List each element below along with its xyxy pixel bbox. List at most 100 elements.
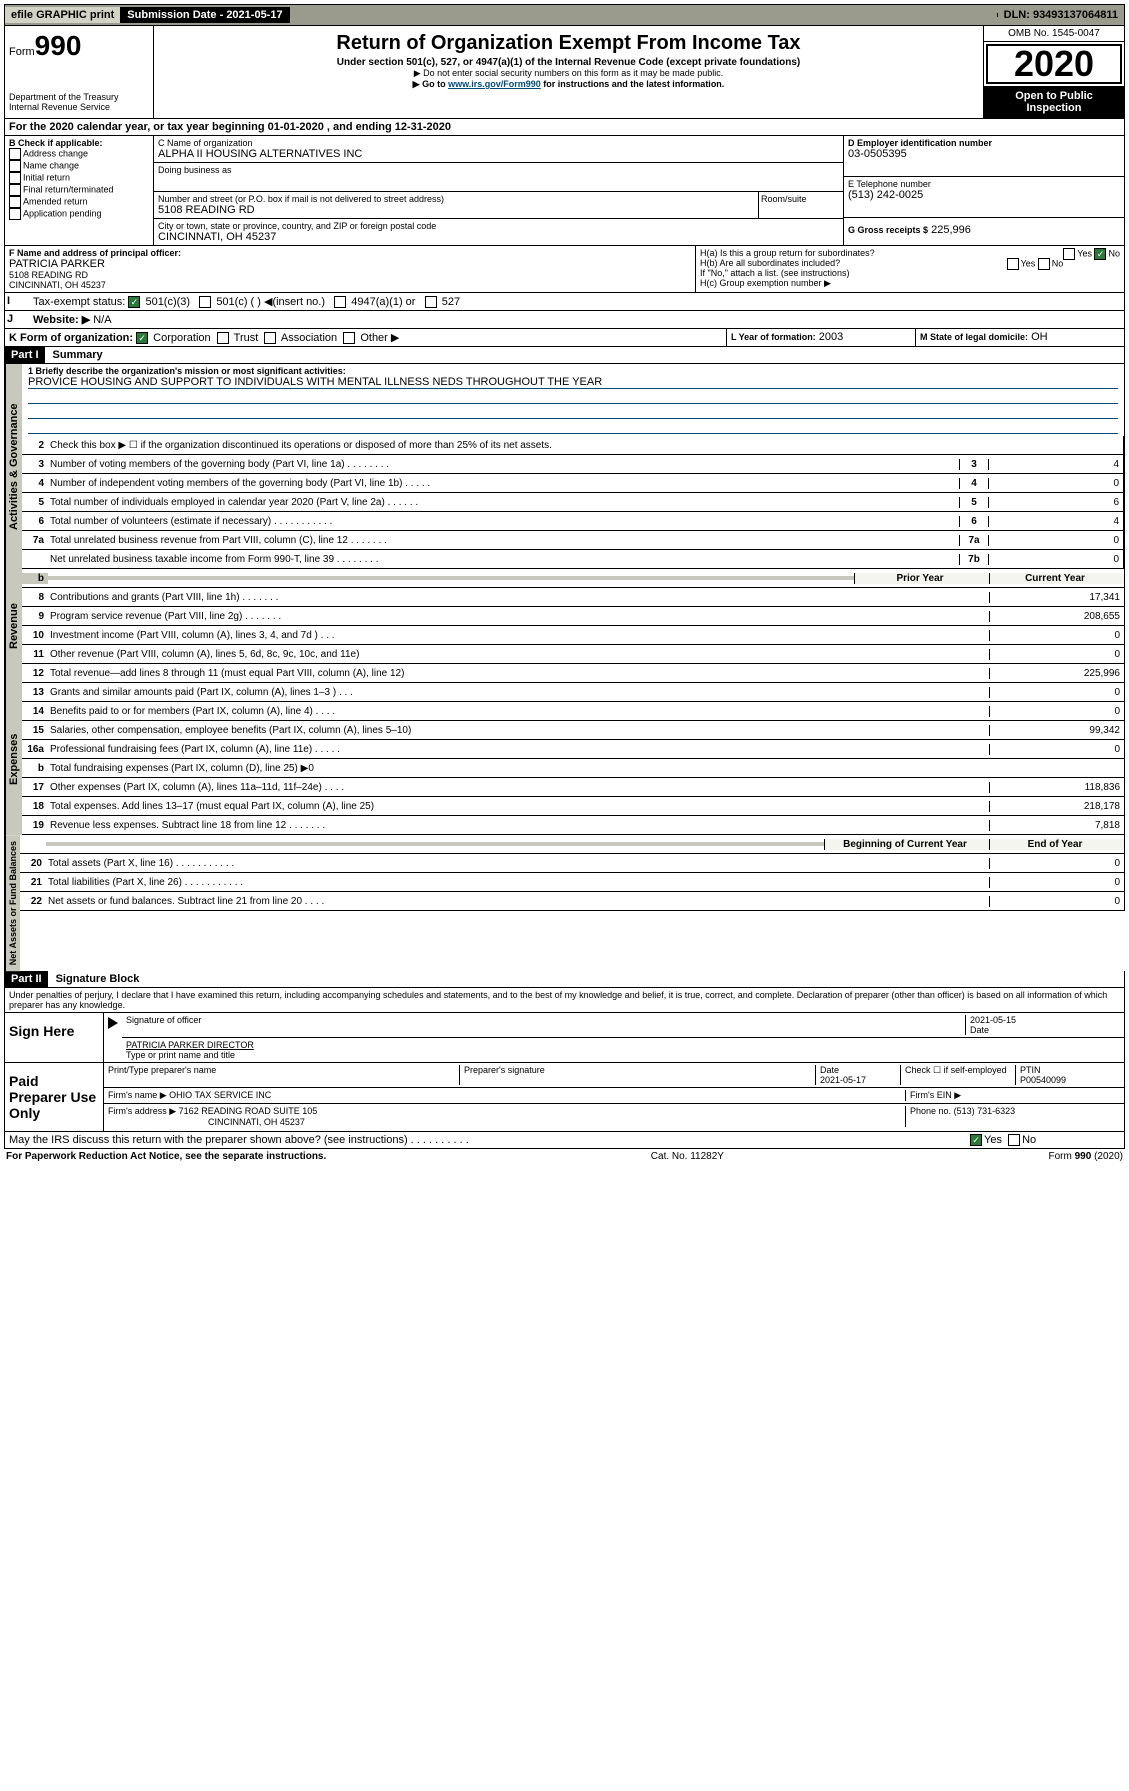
- table-row: 10Investment income (Part VIII, column (…: [22, 626, 1125, 645]
- firm-addr-label: Firm's address ▶: [108, 1106, 176, 1116]
- officer-print-name: PATRICIA PARKER DIRECTOR: [126, 1040, 1120, 1050]
- prep-name-label: Print/Type preparer's name: [108, 1065, 459, 1085]
- part2-header: Part II Signature Block: [4, 971, 1125, 988]
- org-name: ALPHA II HOUSING ALTERNATIVES INC: [158, 148, 839, 160]
- form-org-row: K Form of organization: ✓ Corporation Tr…: [4, 329, 1125, 347]
- dept-treasury: Department of the Treasury Internal Reve…: [9, 92, 149, 112]
- table-row: 17Other expenses (Part IX, column (A), l…: [22, 778, 1125, 797]
- firm-ein-label: Firm's EIN ▶: [905, 1090, 1120, 1101]
- firm-phone: (513) 731-6323: [954, 1106, 1016, 1116]
- dba-label: Doing business as: [158, 165, 839, 175]
- website-value: N/A: [93, 314, 111, 326]
- self-employed-check[interactable]: Check ☐ if self-employed: [900, 1065, 1015, 1085]
- sig-date: 2021-05-15: [970, 1015, 1120, 1025]
- line2-text: Check this box ▶ ☐ if the organization d…: [48, 438, 1123, 453]
- arrow-icon: [108, 1017, 118, 1029]
- tax-exempt-row: I Tax-exempt status: ✓ 501(c)(3) 501(c) …: [4, 293, 1125, 311]
- officer-addr2: CINCINNATI, OH 45237: [9, 280, 691, 290]
- form-subtitle: Under section 501(c), 527, or 4947(a)(1)…: [158, 57, 979, 68]
- table-row: 9Program service revenue (Part VIII, lin…: [22, 607, 1125, 626]
- addr-label: Number and street (or P.O. box if mail i…: [158, 194, 754, 204]
- prior-year-header: Prior Year: [854, 573, 989, 584]
- print-name-label: Type or print name and title: [126, 1050, 1120, 1060]
- city-label: City or town, state or province, country…: [158, 221, 839, 231]
- cat-no: Cat. No. 11282Y: [651, 1151, 724, 1162]
- form-number: Form990: [9, 30, 149, 62]
- table-row: 12Total revenue—add lines 8 through 11 (…: [22, 664, 1125, 683]
- sign-here-label: Sign Here: [5, 1013, 104, 1062]
- form-title: Return of Organization Exempt From Incom…: [158, 32, 979, 55]
- part1-header: Part I Summary: [4, 347, 1125, 364]
- hb-label: H(b) Are all subordinates included? Yes …: [700, 258, 1120, 268]
- table-row: Net unrelated business taxable income fr…: [22, 550, 1124, 569]
- paid-preparer-label: Paid Preparer Use Only: [5, 1063, 104, 1131]
- ein-label: D Employer identification number: [848, 138, 1120, 148]
- hc-label: H(c) Group exemption number ▶: [700, 278, 1120, 289]
- sig-officer-label: Signature of officer: [126, 1015, 965, 1035]
- table-row: 19Revenue less expenses. Subtract line 1…: [22, 816, 1125, 835]
- open-to-public: Open to Public Inspection: [984, 86, 1124, 118]
- officer-addr1: 5108 READING RD: [9, 270, 691, 280]
- footer: For Paperwork Reduction Act Notice, see …: [4, 1149, 1125, 1164]
- form990-link[interactable]: www.irs.gov/Form990: [448, 79, 541, 89]
- dln: DLN: 93493137064811: [998, 7, 1124, 23]
- officer-name: PATRICIA PARKER: [9, 258, 691, 270]
- table-row: 14Benefits paid to or for members (Part …: [22, 702, 1125, 721]
- top-bar: efile GRAPHIC print Submission Date - 20…: [4, 4, 1125, 26]
- part1-body: Activities & Governance 1 Briefly descri…: [4, 364, 1125, 569]
- room-suite: Room/suite: [758, 192, 843, 218]
- org-info-row: B Check if applicable: Address change Na…: [4, 136, 1125, 246]
- org-city: CINCINNATI, OH 45237: [158, 231, 839, 243]
- firm-name: OHIO TAX SERVICE INC: [169, 1090, 271, 1100]
- tax-year: 2020: [986, 44, 1122, 84]
- sign-here-section: Sign Here Signature of officer 2021-05-1…: [4, 1013, 1125, 1063]
- netassets-section: Net Assets or Fund Balances Beginning of…: [4, 835, 1125, 971]
- ptin-value: P00540099: [1020, 1075, 1066, 1085]
- prep-date: 2021-05-17: [820, 1075, 866, 1085]
- table-row: 5Total number of individuals employed in…: [22, 493, 1124, 512]
- submission-date: Submission Date - 2021-05-17: [121, 7, 289, 23]
- 501c3-checkbox[interactable]: ✓: [128, 296, 140, 308]
- website-row: J Website: ▶ N/A: [4, 311, 1125, 329]
- table-row: 15Salaries, other compensation, employee…: [22, 721, 1125, 740]
- governance-tab: Activities & Governance: [5, 364, 22, 569]
- phone-value: (513) 242-0025: [848, 189, 1120, 201]
- discuss-yes-checkbox[interactable]: ✓: [970, 1134, 982, 1146]
- paperwork-notice: For Paperwork Reduction Act Notice, see …: [6, 1151, 326, 1162]
- website-label: Website: ▶: [33, 314, 90, 326]
- ssn-note: ▶ Do not enter social security numbers o…: [158, 68, 979, 79]
- end-year-header: End of Year: [989, 839, 1124, 850]
- firm-addr: 7162 READING ROAD SUITE 105: [179, 1106, 318, 1116]
- section-b: B Check if applicable: Address change Na…: [5, 136, 154, 245]
- table-row: 21Total liabilities (Part X, line 26) . …: [20, 873, 1125, 892]
- firm-phone-label: Phone no.: [910, 1106, 951, 1116]
- table-row: 7aTotal unrelated business revenue from …: [22, 531, 1124, 550]
- ptin-label: PTIN: [1020, 1065, 1041, 1075]
- table-row: 8Contributions and grants (Part VIII, li…: [22, 588, 1125, 607]
- discuss-no-checkbox[interactable]: [1008, 1134, 1020, 1146]
- expense-section: Expenses 13Grants and similar amounts pa…: [4, 683, 1125, 835]
- form-header: Form990 Department of the Treasury Inter…: [4, 26, 1125, 119]
- org-address: 5108 READING RD: [158, 204, 754, 216]
- revenue-tab: Revenue: [5, 569, 22, 683]
- state-domicile-value: OH: [1031, 331, 1048, 343]
- table-row: 22Net assets or fund balances. Subtract …: [20, 892, 1125, 911]
- sig-date-label: Date: [970, 1025, 1120, 1035]
- table-row: 3Number of voting members of the governi…: [22, 455, 1124, 474]
- gross-receipts-label: G Gross receipts $: [848, 225, 928, 235]
- firm-city: CINCINNATI, OH 45237: [108, 1117, 305, 1127]
- expense-tab: Expenses: [5, 683, 22, 835]
- perjury-statement: Under penalties of perjury, I declare th…: [4, 988, 1125, 1013]
- netassets-tab: Net Assets or Fund Balances: [5, 835, 20, 971]
- table-row: 4Number of independent voting members of…: [22, 474, 1124, 493]
- line-a: For the 2020 calendar year, or tax year …: [4, 119, 1125, 136]
- name-label: C Name of organization: [158, 138, 839, 148]
- table-row: 11Other revenue (Part VIII, column (A), …: [22, 645, 1125, 664]
- table-row: 6Total number of volunteers (estimate if…: [22, 512, 1124, 531]
- state-domicile-label: M State of legal domicile:: [920, 332, 1028, 342]
- form-org-label: K Form of organization:: [9, 332, 133, 344]
- efile-button[interactable]: efile GRAPHIC print: [5, 7, 121, 23]
- table-row: 20Total assets (Part X, line 16) . . . .…: [20, 854, 1125, 873]
- officer-label: F Name and address of principal officer:: [9, 248, 691, 258]
- table-row: bTotal fundraising expenses (Part IX, co…: [22, 759, 1125, 778]
